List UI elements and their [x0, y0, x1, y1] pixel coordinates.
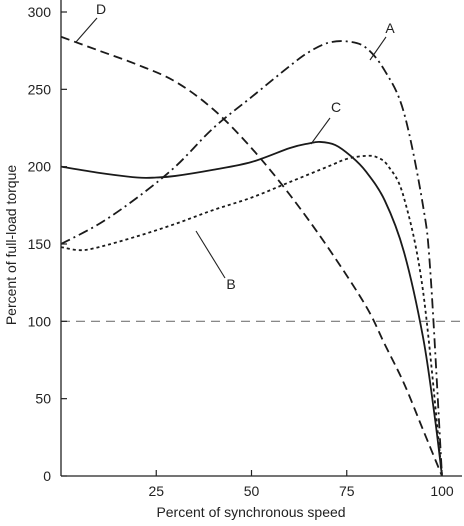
y-tick-label: 100 [28, 313, 52, 329]
x-tick-label: 50 [244, 483, 260, 499]
series-line-a [60, 40, 443, 477]
curve-label-c: C [331, 99, 341, 115]
y-axis-title: Percent of full-load torque [3, 165, 19, 326]
y-tick-label: 200 [28, 159, 52, 175]
axes [60, 0, 462, 477]
leader-line-c [310, 117, 331, 145]
x-tick-label: 25 [148, 483, 164, 499]
series-line-d [60, 35, 443, 477]
y-tick-label: 0 [43, 468, 51, 484]
y-tick-label: 300 [28, 4, 52, 20]
x-axis-title: Percent of synchronous speed [156, 504, 345, 520]
leader-line-d [75, 17, 98, 43]
y-tick-label: 50 [35, 391, 51, 407]
x-tick-label: 100 [430, 483, 454, 499]
leader-line-a [369, 36, 387, 61]
curve-labels: A B C D [75, 1, 395, 292]
curve-label-a: A [385, 20, 395, 36]
series-line-b [60, 154, 443, 477]
ticks: 0 50 100 150 200 250 300 25 50 75 100 [28, 4, 454, 499]
curve-label-d: D [96, 1, 106, 17]
series-group [60, 35, 443, 477]
leader-line-b [195, 230, 226, 279]
curve-label-b: B [226, 276, 235, 292]
series-line-c [60, 140, 443, 477]
y-tick-label: 250 [28, 81, 52, 97]
x-tick-label: 75 [339, 483, 355, 499]
y-tick-label: 150 [28, 236, 52, 252]
